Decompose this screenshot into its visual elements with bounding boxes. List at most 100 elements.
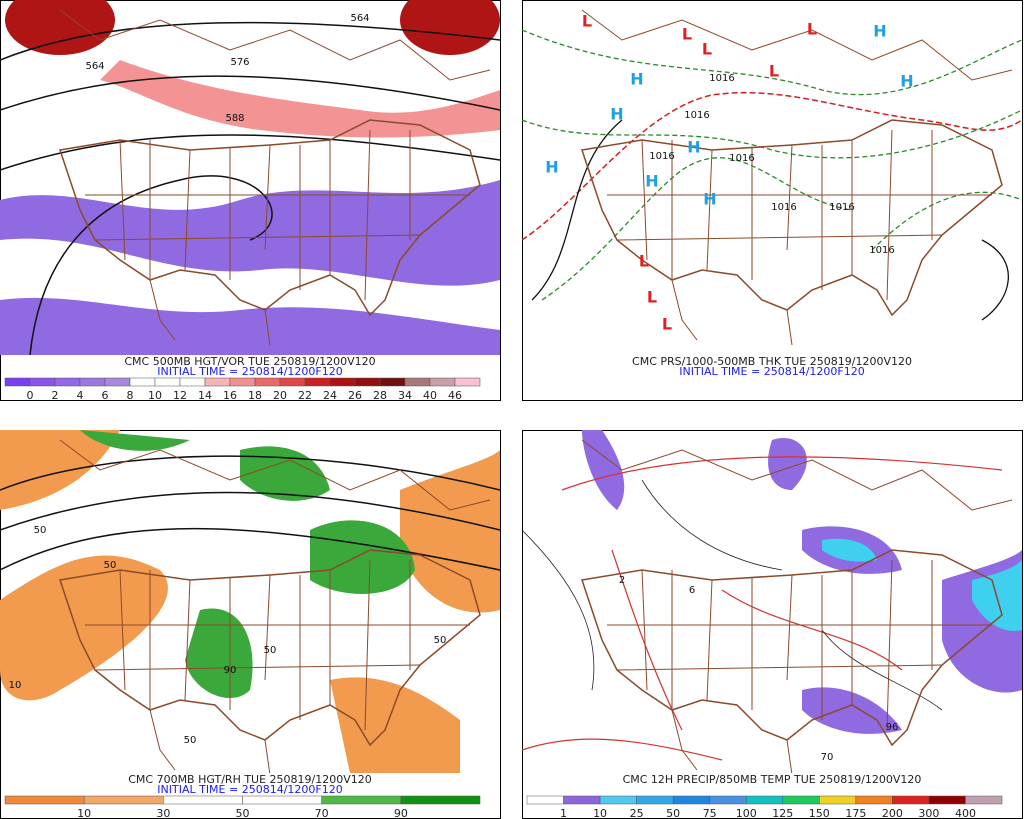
colorbar-swatch xyxy=(4,795,85,805)
colorbar-swatch xyxy=(354,377,381,387)
colorbar-label: 25 xyxy=(630,807,644,819)
map-label: L xyxy=(682,25,692,44)
map-label: L xyxy=(769,62,779,81)
colorbar-swatch xyxy=(129,377,156,387)
colorbar-label: 400 xyxy=(955,807,976,819)
initial-time: INITIAL TIME = 250814/1200F120 xyxy=(679,365,864,378)
map-label: 50 xyxy=(184,735,197,746)
colorbar-swatch xyxy=(563,795,601,805)
map-label: 1016 xyxy=(729,153,754,164)
colorbar-swatch xyxy=(782,795,820,805)
map-label: 2 xyxy=(619,575,625,586)
colorbar-label: 10 xyxy=(77,807,91,819)
colorbar-swatch xyxy=(599,795,637,805)
colorbar-swatch xyxy=(229,377,256,387)
colorbar-swatch xyxy=(400,795,481,805)
colorbar-label: 50 xyxy=(236,807,250,819)
map-label: 10 xyxy=(9,680,22,691)
colorbar-swatch xyxy=(745,795,784,805)
map-label: 564 xyxy=(350,13,369,24)
colorbar-label: 34 xyxy=(398,389,412,402)
colorbar-swatch xyxy=(242,795,322,805)
caption: CMC 700MB HGT/RH TUE 250819/1200V120 xyxy=(128,773,372,786)
panel-humidity: 50 50 50 90 10 50 50 CMC 700MB HGT/RH TUE 25081… xyxy=(0,430,501,819)
colorbar-swatch xyxy=(304,377,331,387)
map-label: 1016 xyxy=(829,202,854,213)
colorbar-swatch xyxy=(404,377,431,387)
colorbar-swatch xyxy=(4,377,31,387)
colorbar-swatch xyxy=(321,795,402,805)
map-label: 1016 xyxy=(869,245,894,256)
colorbar-label: 90 xyxy=(394,807,408,819)
colorbar-swatch xyxy=(54,377,81,387)
colorbar-label: 4 xyxy=(77,389,84,402)
colorbar-swatch xyxy=(254,377,281,387)
map-label: H xyxy=(545,158,558,177)
colorbar-swatch xyxy=(204,377,231,387)
colorbar-swatch xyxy=(279,377,306,387)
map-label: 50 xyxy=(264,645,277,656)
map-label: L xyxy=(582,12,592,31)
colorbar-swatch xyxy=(709,795,747,805)
colorbar-swatch xyxy=(454,377,481,387)
colorbar-swatch xyxy=(329,377,356,387)
colorbar-label: 6 xyxy=(102,389,109,402)
colorbar-swatch xyxy=(163,795,243,805)
panel-precipitation: 2 6 70 96 CMC 12H PRECIP/850MB TEMP TUE 2508… xyxy=(522,430,1023,819)
colorbar-label: 100 xyxy=(736,807,757,819)
colorbar-swatch xyxy=(819,795,857,805)
map-label: H xyxy=(687,138,700,157)
map-label: 564 xyxy=(85,61,104,72)
colorbar-swatch xyxy=(154,377,181,387)
colorbar-swatch xyxy=(965,795,1003,805)
map-label: H xyxy=(645,172,658,191)
colorbar-swatch xyxy=(104,377,131,387)
colorbar-swatch xyxy=(928,795,966,805)
map-label: 6 xyxy=(689,585,695,596)
colorbar-swatch xyxy=(179,377,206,387)
colorbar-label: 0 xyxy=(27,389,34,402)
colorbar-swatch xyxy=(636,795,674,805)
map-label: 588 xyxy=(225,113,244,124)
colorbar-swatch xyxy=(29,377,56,387)
colorbar-label: 50 xyxy=(666,807,680,819)
colorbar-label: 40 xyxy=(423,389,437,402)
colorbar-swatch xyxy=(429,377,456,387)
colorbar-swatch xyxy=(79,377,106,387)
panel-vorticity: 564 576 588 564 CMC 500MB HGT/VOR TUE 250819… xyxy=(0,0,501,402)
initial-time: INITIAL TIME = 250814/1200F120 xyxy=(157,783,342,796)
caption: CMC 12H PRECIP/850MB TEMP TUE 250819/120… xyxy=(623,773,922,786)
map-label: H xyxy=(630,70,643,89)
colorbar-label: 1 xyxy=(560,807,567,819)
colorbar-label: 28 xyxy=(373,389,387,402)
colorbar-label: 175 xyxy=(845,807,866,819)
map-label: H xyxy=(610,105,623,124)
colorbar-label: 46 xyxy=(448,389,462,402)
map-label: 70 xyxy=(821,752,834,763)
map-label: 1016 xyxy=(649,151,674,162)
colorbar-label: 10 xyxy=(148,389,162,402)
map-label: 1016 xyxy=(684,110,709,121)
map-label: H xyxy=(703,190,716,209)
colorbar-swatch xyxy=(855,795,893,805)
colorbar-swatch xyxy=(892,795,930,805)
map-label: 576 xyxy=(230,57,249,68)
map-label: 1016 xyxy=(709,73,734,84)
colorbar-label: 12 xyxy=(173,389,187,402)
map-label: 90 xyxy=(224,665,237,676)
colorbar-label: 125 xyxy=(772,807,793,819)
colorbar-label: 30 xyxy=(156,807,170,819)
map-label: L xyxy=(647,288,657,307)
map-label: 96 xyxy=(886,722,899,733)
colorbar-label: 2 xyxy=(52,389,59,402)
colorbar-label: 8 xyxy=(127,389,134,402)
colorbar-swatch xyxy=(379,377,406,387)
colorbar-swatch xyxy=(526,795,564,805)
colorbar-label: 150 xyxy=(809,807,830,819)
colorbar-label: 24 xyxy=(323,389,337,402)
colorbar-label: 18 xyxy=(248,389,262,402)
colorbar-label: 75 xyxy=(703,807,717,819)
colorbar-label: 300 xyxy=(918,807,939,819)
